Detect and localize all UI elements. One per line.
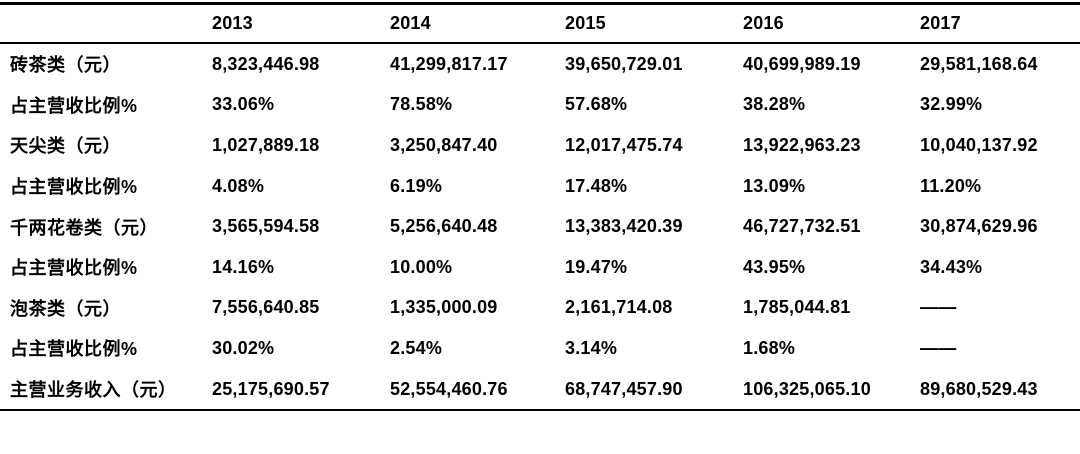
table-cell: 46,727,732.51: [743, 216, 861, 237]
table-cell: 6.19%: [390, 175, 443, 196]
table-cell: 8,323,446.98: [212, 53, 320, 74]
table-cell: 3.14%: [565, 337, 618, 358]
table-cell: 41,299,817.17: [390, 53, 508, 74]
table-row-qianliang-tea: 千两花卷类（元） 3,565,594.58 5,256,640.48 13,38…: [0, 206, 1080, 247]
row-label: 砖茶类（元）: [10, 55, 121, 76]
row-label: 占主营收比例%: [10, 95, 138, 116]
table-cell: 43.95%: [743, 256, 806, 277]
table-cell: 2,161,714.08: [565, 297, 673, 318]
row-label: 占主营收比例%: [10, 339, 138, 360]
table-row-tianjian-tea-ratio: 占主营收比例% 4.08% 6.19% 17.48% 13.09% 11.20%: [0, 166, 1080, 207]
column-header-2014: 2014: [390, 13, 431, 33]
table-cell: 7,556,640.85: [212, 297, 320, 318]
table-cell: 38.28%: [743, 94, 806, 115]
column-header-2017: 2017: [920, 13, 961, 33]
row-label: 主营业务收入（元）: [10, 380, 177, 401]
table-cell: 1,785,044.81: [743, 297, 851, 318]
table-cell: 29,581,168.64: [920, 53, 1038, 74]
table-cell: 106,325,065.10: [743, 378, 871, 399]
table-header-row: 2013 2014 2015 2016 2017: [0, 5, 1080, 44]
table-cell: 2.54%: [390, 337, 443, 358]
table-row-tianjian-tea: 天尖类（元） 1,027,889.18 3,250,847.40 12,017,…: [0, 125, 1080, 166]
table-row-main-revenue: 主营业务收入（元） 25,175,690.57 52,554,460.76 68…: [0, 369, 1080, 410]
table-cell: 4.08%: [212, 175, 265, 196]
table-row-brewed-tea-ratio: 占主营收比例% 30.02% 2.54% 3.14% 1.68% ——: [0, 328, 1080, 369]
table-cell: 33.06%: [212, 94, 275, 115]
column-header-2013: 2013: [212, 13, 253, 33]
table-row-brick-tea-ratio: 占主营收比例% 33.06% 78.58% 57.68% 38.28% 32.9…: [0, 85, 1080, 126]
table-cell: 34.43%: [920, 256, 983, 277]
table-cell: 19.47%: [565, 256, 628, 277]
table-cell: 13,922,963.23: [743, 134, 861, 155]
row-label: 占主营收比例%: [10, 258, 138, 279]
table-row-brick-tea: 砖茶类（元） 8,323,446.98 41,299,817.17 39,650…: [0, 44, 1080, 85]
table-cell: 13,383,420.39: [565, 216, 683, 237]
row-label: 泡茶类（元）: [10, 298, 121, 319]
table-cell: 89,680,529.43: [920, 378, 1038, 399]
table-cell: 11.20%: [920, 175, 982, 196]
revenue-table: 2013 2014 2015 2016 2017 砖茶类（元） 8,323,44…: [0, 2, 1080, 412]
table-cell: 13.09%: [743, 175, 806, 196]
table-cell: 68,747,457.90: [565, 378, 683, 399]
table-cell: 17.48%: [565, 175, 628, 196]
table-cell: 52,554,460.76: [390, 378, 508, 399]
table-cell: 5,256,640.48: [390, 216, 498, 237]
table-cell: 40,699,989.19: [743, 53, 861, 74]
row-label: 占主营收比例%: [10, 177, 138, 198]
table-cell: 30.02%: [212, 337, 275, 358]
table-cell: ——: [920, 297, 957, 318]
table-cell: 39,650,729.01: [565, 53, 683, 74]
table-cell: 78.58%: [390, 94, 453, 115]
table-cell: 10.00%: [390, 256, 453, 277]
column-header-2015: 2015: [565, 13, 606, 33]
table-cell: 1.68%: [743, 337, 796, 358]
table-row-brewed-tea: 泡茶类（元） 7,556,640.85 1,335,000.09 2,161,7…: [0, 288, 1080, 329]
table-cell: 30,874,629.96: [920, 216, 1038, 237]
table-row-qianliang-tea-ratio: 占主营收比例% 14.16% 10.00% 19.47% 43.95% 34.4…: [0, 247, 1080, 288]
table-cell: 3,565,594.58: [212, 216, 320, 237]
table-cell: ——: [920, 337, 957, 358]
table-cell: 10,040,137.92: [920, 134, 1038, 155]
table-cell: 1,027,889.18: [212, 134, 320, 155]
row-label: 天尖类（元）: [10, 136, 121, 157]
table-cell: 14.16%: [212, 256, 275, 277]
table-cell: 32.99%: [920, 94, 983, 115]
row-label: 千两花卷类（元）: [10, 217, 158, 238]
table-cell: 25,175,690.57: [212, 378, 330, 399]
column-header-2016: 2016: [743, 13, 784, 33]
table-cell: 1,335,000.09: [390, 297, 498, 318]
table-cell: 12,017,475.74: [565, 134, 683, 155]
table-cell: 57.68%: [565, 94, 628, 115]
table-cell: 3,250,847.40: [390, 134, 498, 155]
